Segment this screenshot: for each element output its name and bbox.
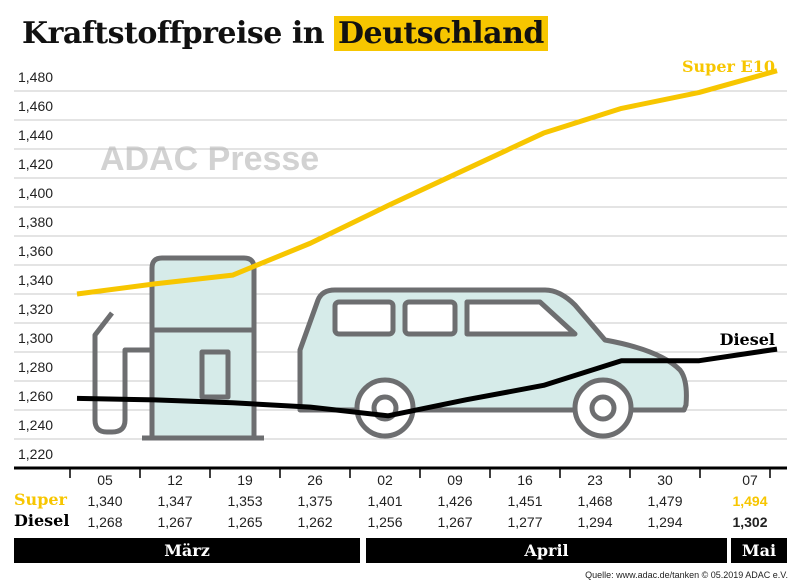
month-mai: Mai xyxy=(731,538,787,563)
month-april: April xyxy=(366,538,727,563)
y-tick-label: 1,480 xyxy=(18,69,53,85)
diesel-value: 1,277 xyxy=(507,514,543,530)
x-tick-label: 02 xyxy=(377,472,393,488)
super-value: 1,401 xyxy=(367,493,403,509)
super-value: 1,347 xyxy=(157,493,193,509)
super-value: 1,494 xyxy=(732,493,768,509)
title-part1: Kraftstoffpreise in xyxy=(22,16,334,51)
y-tick-label: 1,240 xyxy=(18,417,53,433)
x-tick-label: 16 xyxy=(517,472,533,488)
y-tick-label: 1,400 xyxy=(18,185,53,201)
super-value: 1,353 xyxy=(227,493,263,509)
y-tick-label: 1,380 xyxy=(18,214,53,230)
x-tick-label: 26 xyxy=(307,472,323,488)
super-value: 1,375 xyxy=(297,493,333,509)
super-value: 1,468 xyxy=(577,493,613,509)
y-tick-label: 1,260 xyxy=(18,388,53,404)
y-tick-label: 1,340 xyxy=(18,272,53,288)
x-tick-label: 09 xyxy=(447,472,463,488)
y-tick-label: 1,440 xyxy=(18,127,53,143)
diesel-value: 1,265 xyxy=(227,514,263,530)
y-tick-label: 1,360 xyxy=(18,243,53,259)
x-tick-label: 30 xyxy=(657,472,673,488)
x-tick-label: 19 xyxy=(237,472,253,488)
x-tick-label: 23 xyxy=(587,472,603,488)
series-line-super xyxy=(76,68,778,297)
month-maerz: März xyxy=(14,538,360,563)
y-tick-label: 1,420 xyxy=(18,156,53,172)
legend-diesel: Diesel xyxy=(720,330,775,349)
source-note: Quelle: www.adac.de/tanken © 05.2019 ADA… xyxy=(585,570,788,580)
x-tick-label: 12 xyxy=(167,472,183,488)
diesel-value: 1,302 xyxy=(732,514,768,530)
x-tick-label: 07 xyxy=(742,472,758,488)
title-highlight: Deutschland xyxy=(334,16,548,51)
diesel-value: 1,294 xyxy=(577,514,613,530)
y-tick-label: 1,220 xyxy=(18,446,53,462)
x-tick-label: 05 xyxy=(97,472,113,488)
diesel-value: 1,267 xyxy=(437,514,473,530)
diesel-value: 1,262 xyxy=(297,514,333,530)
y-tick-label: 1,300 xyxy=(18,330,53,346)
y-tick-label: 1,320 xyxy=(18,301,53,317)
super-value: 1,479 xyxy=(647,493,683,509)
diesel-value: 1,267 xyxy=(157,514,193,530)
super-value: 1,340 xyxy=(87,493,123,509)
gas-pump-icon xyxy=(149,255,257,441)
illustration xyxy=(92,255,689,441)
legend-super: Super E10 xyxy=(682,57,775,76)
y-tick-label: 1,460 xyxy=(18,98,53,114)
diesel-value: 1,268 xyxy=(87,514,123,530)
watermark: ADAC Presse xyxy=(100,140,320,178)
super-value: 1,451 xyxy=(507,493,543,509)
super-value: 1,426 xyxy=(437,493,473,509)
diesel-value: 1,256 xyxy=(367,514,403,530)
row-label-super: Super xyxy=(14,490,67,509)
row-label-diesel: Diesel xyxy=(14,511,70,530)
chart-title: Kraftstoffpreise in Deutschland xyxy=(22,16,548,51)
y-tick-label: 1,280 xyxy=(18,359,53,375)
series-line-diesel xyxy=(76,346,778,419)
diesel-value: 1,294 xyxy=(647,514,683,530)
